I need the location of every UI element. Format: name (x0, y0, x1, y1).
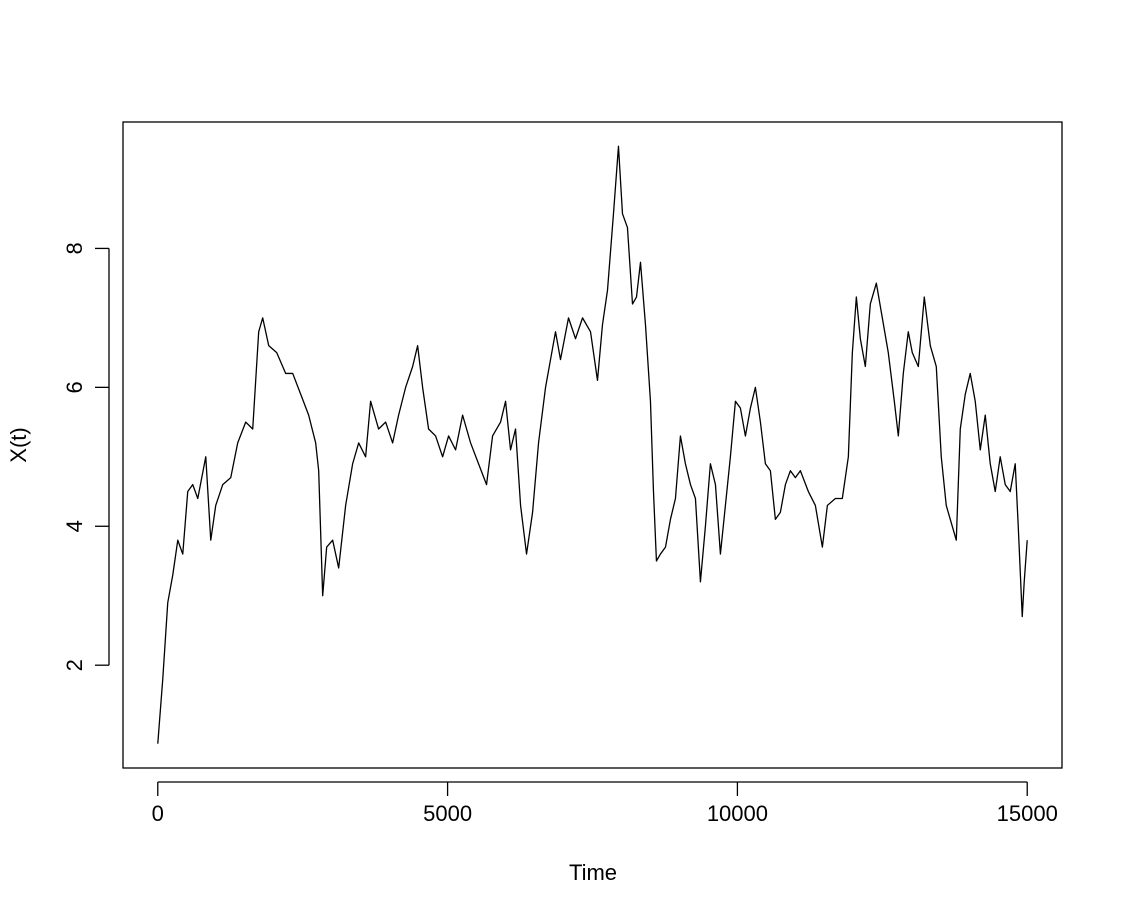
y-tick-label: 8 (62, 242, 87, 254)
x-tick-label: 0 (152, 801, 164, 826)
x-tick-label: 5000 (423, 801, 472, 826)
y-axis-label: X(t) (6, 427, 31, 462)
y-tick-label: 2 (62, 659, 87, 671)
y-tick-label: 4 (62, 520, 87, 532)
series-line (157, 145, 1028, 744)
x-tick-label: 15000 (997, 801, 1058, 826)
x-axis-label: Time (569, 860, 617, 885)
x-tick-label: 10000 (707, 801, 768, 826)
y-tick-label: 6 (62, 381, 87, 393)
plot-box (122, 121, 1063, 769)
